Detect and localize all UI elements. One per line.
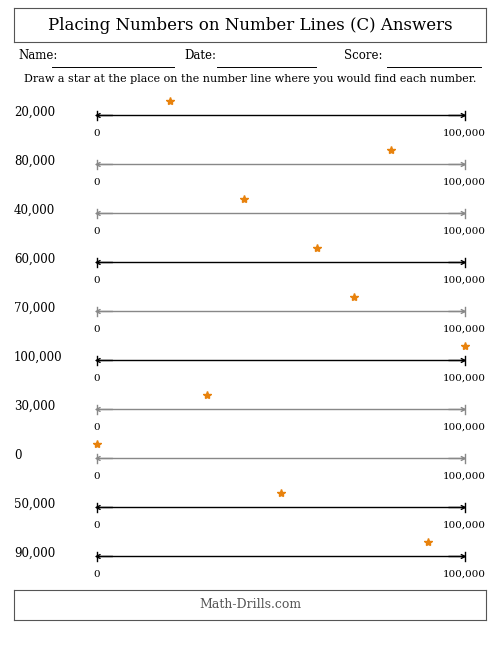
Text: 0: 0 <box>94 570 100 579</box>
Text: Math-Drills.com: Math-Drills.com <box>199 598 301 611</box>
Text: Name:: Name: <box>18 49 58 62</box>
Text: 30,000: 30,000 <box>14 400 55 413</box>
Text: 80,000: 80,000 <box>14 155 55 168</box>
Text: 100,000: 100,000 <box>444 374 486 383</box>
Text: 0: 0 <box>94 325 100 334</box>
Text: Date:: Date: <box>184 49 216 62</box>
Text: 100,000: 100,000 <box>444 570 486 579</box>
Text: 100,000: 100,000 <box>14 351 62 364</box>
Text: 100,000: 100,000 <box>444 129 486 138</box>
Text: 100,000: 100,000 <box>444 423 486 432</box>
Text: 70,000: 70,000 <box>14 302 55 315</box>
Text: 100,000: 100,000 <box>444 325 486 334</box>
Text: 40,000: 40,000 <box>14 204 55 217</box>
Text: 0: 0 <box>94 129 100 138</box>
Text: 0: 0 <box>94 374 100 383</box>
Text: 50,000: 50,000 <box>14 498 55 511</box>
Text: 0: 0 <box>94 276 100 285</box>
Text: 100,000: 100,000 <box>444 227 486 236</box>
Text: 0: 0 <box>14 449 22 462</box>
Text: Draw a star at the place on the number line where you would find each number.: Draw a star at the place on the number l… <box>24 74 476 84</box>
Text: 100,000: 100,000 <box>444 472 486 481</box>
Text: 20,000: 20,000 <box>14 106 55 119</box>
Text: Placing Numbers on Number Lines (C) Answers: Placing Numbers on Number Lines (C) Answ… <box>48 17 452 34</box>
Text: 0: 0 <box>94 178 100 187</box>
Text: 90,000: 90,000 <box>14 547 55 560</box>
Text: 0: 0 <box>94 423 100 432</box>
Text: 100,000: 100,000 <box>444 521 486 530</box>
Text: 0: 0 <box>94 472 100 481</box>
Text: Score:: Score: <box>344 49 383 62</box>
Text: 0: 0 <box>94 227 100 236</box>
Text: 0: 0 <box>94 521 100 530</box>
Text: 100,000: 100,000 <box>444 276 486 285</box>
Text: 60,000: 60,000 <box>14 253 55 266</box>
Text: 100,000: 100,000 <box>444 178 486 187</box>
